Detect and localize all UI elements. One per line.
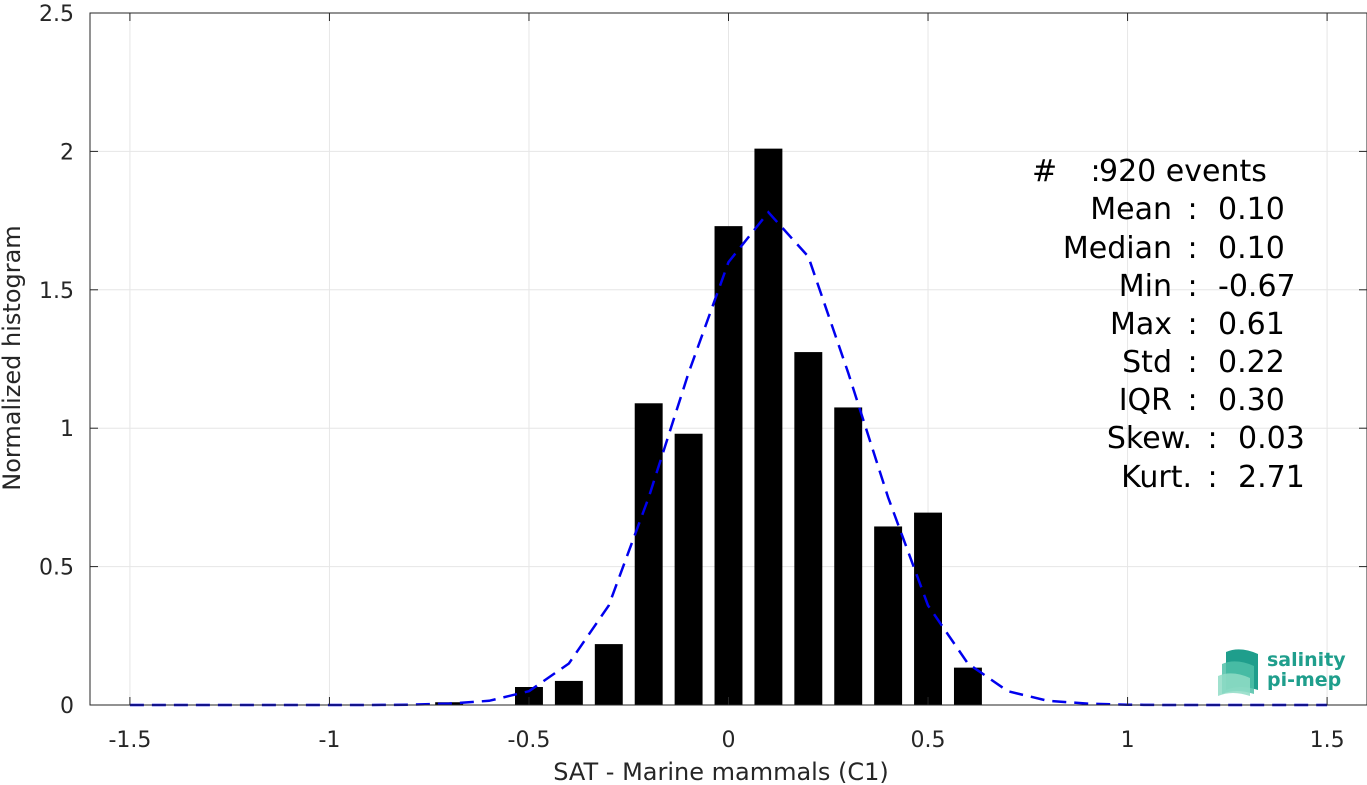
- histogram-bar: [953, 667, 982, 705]
- stat-separator: :: [1198, 460, 1227, 495]
- histogram-bar: [754, 148, 783, 705]
- x-tick-label: 1: [1121, 728, 1135, 753]
- stat-separator: :: [1081, 154, 1110, 189]
- stat-label: Std: [1122, 345, 1172, 380]
- stat-label: Max: [1110, 307, 1172, 342]
- x-axis-label: SAT - Marine mammals (C1): [553, 758, 888, 785]
- stat-separator: :: [1178, 307, 1207, 342]
- histogram-bar: [834, 407, 863, 705]
- stat-separator: :: [1198, 421, 1227, 456]
- stat-label: Median: [1063, 231, 1172, 266]
- stat-value: 920 events: [1099, 154, 1267, 189]
- histogram-bars: [435, 148, 982, 706]
- histogram-bar: [714, 226, 743, 706]
- stat-label: Kurt.: [1121, 460, 1192, 495]
- stat-value: 0.03: [1238, 421, 1305, 456]
- y-tick-label: 1: [60, 417, 74, 442]
- y-tick-label: 2: [60, 140, 74, 165]
- histogram-bar: [515, 687, 543, 705]
- axes: [90, 12, 1367, 706]
- histogram-bar: [874, 526, 903, 705]
- stat-separator: :: [1178, 345, 1207, 380]
- logo-icon: [1218, 649, 1258, 696]
- stat-separator: :: [1178, 383, 1207, 418]
- x-tick-label: -1: [318, 728, 340, 753]
- x-tick-label: -0.5: [508, 728, 551, 753]
- stat-separator: :: [1178, 231, 1207, 266]
- stat-label: IQR: [1119, 383, 1172, 418]
- histogram-bar: [554, 680, 583, 705]
- logo-line-1: salinity: [1267, 649, 1346, 671]
- x-tick-label: 1.5: [1310, 728, 1345, 753]
- stat-value: 0.22: [1218, 345, 1285, 380]
- y-tick-labels: 0 0.5 1 1.5 2 2.5: [39, 2, 74, 719]
- stat-label: #: [1032, 154, 1057, 189]
- stat-value: 2.71: [1238, 460, 1305, 495]
- logo-line-2: pi-mep: [1267, 669, 1341, 691]
- stat-value: 0.10: [1218, 192, 1285, 227]
- y-tick-label: 0.5: [39, 556, 74, 581]
- stat-value: 0.61: [1218, 307, 1285, 342]
- stat-value: -0.67: [1218, 269, 1296, 304]
- stat-separator: :: [1178, 192, 1207, 227]
- y-tick-label: 1.5: [39, 279, 74, 304]
- stat-label: Skew.: [1107, 421, 1192, 456]
- x-tick-label: 0.5: [911, 728, 946, 753]
- x-tick-label: -1.5: [108, 728, 151, 753]
- stat-label: Mean: [1090, 192, 1172, 227]
- stat-separator: :: [1178, 269, 1207, 304]
- histogram-bar: [914, 512, 942, 705]
- histogram-bar: [794, 352, 823, 705]
- y-axis-label: Normalized histogram: [0, 225, 26, 490]
- y-tick-label: 2.5: [39, 2, 74, 27]
- y-tick-label: 0: [60, 694, 74, 719]
- x-tick-labels: -1.5 -1 -0.5 0 0.5 1 1.5: [108, 728, 1344, 753]
- salinity-pi-mep-logo: salinity pi-mep: [1218, 649, 1346, 696]
- stat-label: Min: [1119, 269, 1172, 304]
- stat-value: 0.30: [1218, 383, 1285, 418]
- stat-value: 0.10: [1218, 231, 1285, 266]
- histogram-bar: [634, 403, 663, 705]
- histogram-bar: [594, 644, 623, 705]
- x-tick-label: 0: [722, 728, 736, 753]
- histogram-bar: [674, 433, 703, 705]
